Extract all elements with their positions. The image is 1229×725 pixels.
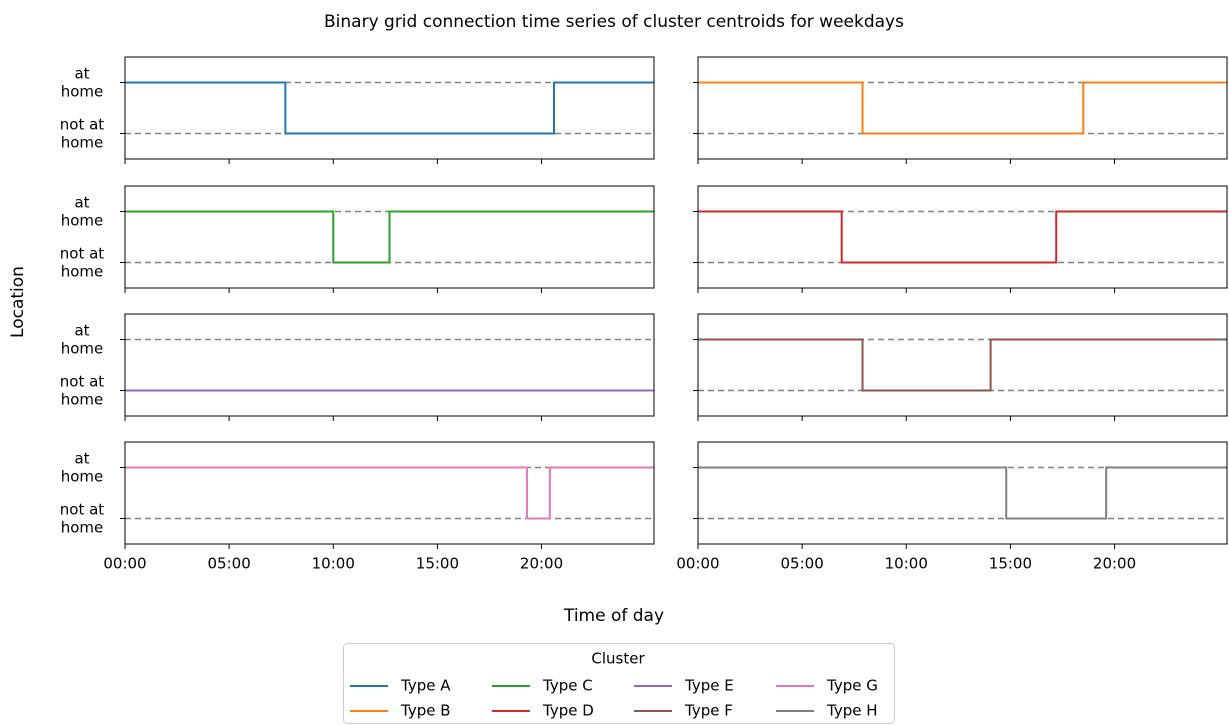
plot-frame	[124, 56, 655, 160]
series-line	[698, 210, 1227, 264]
series-line	[125, 466, 654, 520]
plot-frame	[697, 441, 1228, 545]
y-tick-label: at home	[61, 64, 104, 100]
y-tick-label: at home	[61, 193, 104, 229]
series-line	[698, 466, 1227, 520]
legend-label: Type H	[826, 702, 878, 720]
legend-label: Type F	[684, 702, 733, 720]
figure-title: Binary grid connection time series of cl…	[324, 12, 904, 32]
plot-frame	[124, 185, 655, 289]
plot-frame	[697, 185, 1228, 289]
y-tick-label: at home	[61, 321, 104, 357]
series-line	[698, 338, 1227, 392]
x-tick-label: 20:00	[520, 555, 563, 573]
y-axis-label: Location	[8, 266, 28, 338]
x-tick-label: 10:00	[312, 555, 355, 573]
plot-frame	[124, 313, 655, 417]
legend-label: Type A	[400, 677, 451, 695]
plot-frame	[697, 313, 1228, 417]
plot-frame	[697, 56, 1228, 160]
x-tick-label: 15:00	[416, 555, 459, 573]
legend-label: Type D	[542, 702, 594, 720]
x-tick-label: 20:00	[1093, 555, 1136, 573]
series-line	[125, 81, 654, 135]
x-tick-label: 00:00	[676, 555, 719, 573]
y-tick-label: not at home	[60, 115, 105, 151]
y-tick-label: not at home	[60, 244, 105, 280]
legend-label: Type C	[542, 677, 593, 695]
y-tick-label: not at home	[60, 500, 105, 536]
legend-label: Type E	[684, 677, 734, 695]
legend-title: Cluster	[591, 650, 645, 668]
legend-label: Type G	[826, 677, 878, 695]
y-tick-label: at home	[61, 449, 104, 485]
plot-frame	[124, 441, 655, 545]
y-tick-label: not at home	[60, 372, 105, 408]
series-line	[698, 81, 1227, 135]
series-line	[125, 210, 654, 264]
x-tick-label: 05:00	[781, 555, 824, 573]
x-tick-label: 05:00	[208, 555, 251, 573]
x-tick-label: 00:00	[103, 555, 146, 573]
legend-box	[343, 643, 895, 724]
x-axis-label: Time of day	[563, 606, 664, 626]
legend-label: Type B	[400, 702, 451, 720]
x-tick-label: 15:00	[989, 555, 1032, 573]
x-tick-label: 10:00	[885, 555, 928, 573]
